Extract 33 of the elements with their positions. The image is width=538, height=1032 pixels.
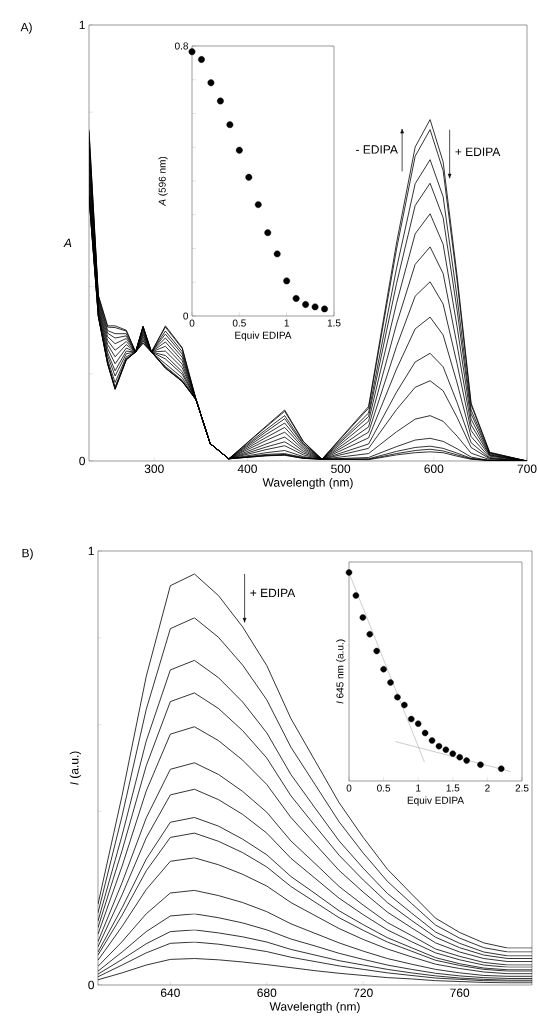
x-tick-label: 300 <box>144 464 164 474</box>
x-tick-label: 720 <box>353 988 373 998</box>
x-tick-label: 680 <box>257 988 277 998</box>
x-axis-title: Equiv EDIPA <box>235 331 292 341</box>
x-tick-label: 1.5 <box>446 784 460 792</box>
x-tick-label: 0.5 <box>232 319 246 327</box>
chart-title: B) <box>22 548 33 560</box>
y-axis-title: A (596 nm) <box>158 156 168 207</box>
y-tick-label: 0.8 <box>174 42 189 50</box>
x-axis-title: Wavelength (nm) <box>269 1001 360 1014</box>
chart-title: A) <box>20 22 32 34</box>
y-axis-title: A <box>63 238 72 248</box>
x-tick-label: 1 <box>284 319 289 327</box>
x-tick-label: 500 <box>331 464 351 474</box>
annotation: + EDIPA <box>250 588 296 598</box>
y-axis-title: I 645 nm (a.u.) <box>336 639 346 704</box>
x-axis-title: Wavelength (nm) <box>262 477 353 490</box>
x-tick-label: 0 <box>189 319 195 327</box>
x-tick-label: 1 <box>416 784 421 792</box>
x-tick-label: 760 <box>450 988 470 998</box>
x-tick-label: 700 <box>517 464 537 474</box>
x-tick-label: 0 <box>346 784 352 792</box>
y-axis-title: I (a.u.) <box>69 751 81 785</box>
x-tick-label: 400 <box>237 464 257 474</box>
x-tick-label: 1.5 <box>327 319 341 327</box>
x-tick-label: 600 <box>424 464 444 474</box>
x-axis-title: Equiv EDIPA <box>407 796 465 806</box>
x-tick-label: 2.5 <box>515 784 529 792</box>
annotation: + EDIPA <box>455 147 501 156</box>
x-tick-label: 640 <box>160 988 180 998</box>
x-tick-label: 2 <box>485 784 490 792</box>
x-tick-label: 0.5 <box>377 784 391 792</box>
annotation: - EDIPA <box>356 145 398 154</box>
